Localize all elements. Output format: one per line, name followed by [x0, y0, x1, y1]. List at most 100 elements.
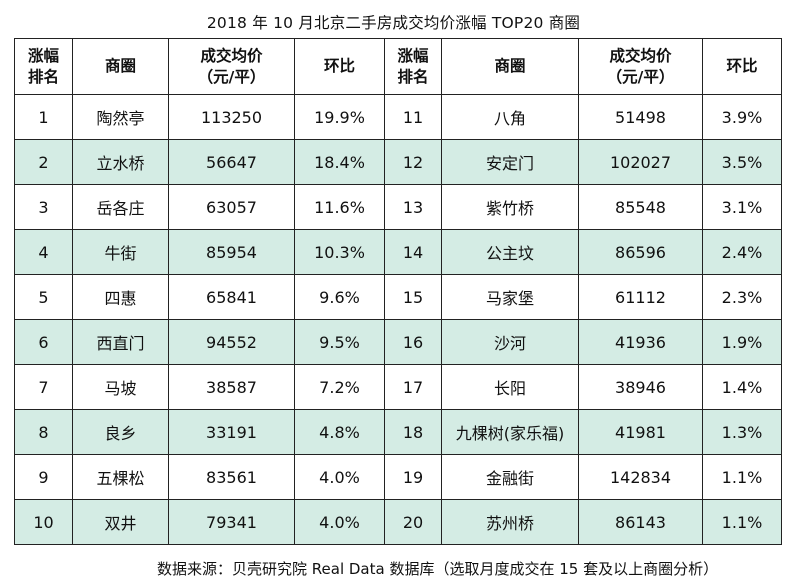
mom-cell: 9.6%	[294, 274, 385, 320]
header-rank-line2: 排名	[397, 67, 429, 86]
rank-cell: 13	[384, 184, 442, 230]
price-cell: 38946	[578, 364, 703, 410]
rank-cell: 6	[14, 319, 73, 365]
area-cell: 八角	[441, 94, 579, 140]
area-cell: 紫竹桥	[441, 184, 579, 230]
price-cell: 79341	[168, 499, 295, 545]
table-row: 6 西直门 94552 9.5% 16 沙河 41936 1.9%	[14, 319, 782, 365]
price-cell: 113250	[168, 94, 295, 140]
table-row: 3 岳各庄 63057 11.6% 13 紫竹桥 85548 3.1%	[14, 184, 782, 230]
area-cell: 金融街	[441, 454, 579, 500]
table-row: 5 四惠 65841 9.6% 15 马家堡 61112 2.3%	[14, 274, 782, 320]
ranking-table: 涨幅 排名 商圈 成交均价 （元/平） 环比 涨幅 排名 商圈 成交均价 （元/…	[14, 38, 782, 545]
price-cell: 142834	[578, 454, 703, 500]
rank-cell: 2	[14, 139, 73, 185]
rank-cell: 17	[384, 364, 442, 410]
header-price-line2: （元/平）	[197, 67, 266, 86]
price-cell: 38587	[168, 364, 295, 410]
table-row: 1 陶然亭 113250 19.9% 11 八角 51498 3.9%	[14, 94, 782, 140]
rank-cell: 4	[14, 229, 73, 275]
mom-cell: 1.1%	[702, 499, 782, 545]
header-mom-left: 环比	[294, 38, 385, 95]
area-cell: 五棵松	[72, 454, 169, 500]
area-cell: 西直门	[72, 319, 169, 365]
mom-cell: 4.8%	[294, 409, 385, 455]
rank-cell: 15	[384, 274, 442, 320]
mom-cell: 1.3%	[702, 409, 782, 455]
area-cell: 长阳	[441, 364, 579, 410]
header-price-line1: 成交均价	[609, 46, 672, 65]
mom-cell: 2.3%	[702, 274, 782, 320]
header-rank-line1: 涨幅	[27, 46, 59, 65]
mom-cell: 10.3%	[294, 229, 385, 275]
rank-cell: 20	[384, 499, 442, 545]
header-price-line1: 成交均价	[200, 46, 263, 65]
rank-cell: 8	[14, 409, 73, 455]
mom-cell: 2.4%	[702, 229, 782, 275]
area-cell: 马坡	[72, 364, 169, 410]
mom-cell: 18.4%	[294, 139, 385, 185]
rank-cell: 5	[14, 274, 73, 320]
rank-cell: 9	[14, 454, 73, 500]
header-rank-line1: 涨幅	[397, 46, 429, 65]
area-cell: 沙河	[441, 319, 579, 365]
table-row: 9 五棵松 83561 4.0% 19 金融街 142834 1.1%	[14, 454, 782, 500]
area-cell: 公主坟	[441, 229, 579, 275]
area-cell: 九棵树(家乐福)	[441, 409, 579, 455]
area-cell: 四惠	[72, 274, 169, 320]
table-row: 2 立水桥 56647 18.4% 12 安定门 102027 3.5%	[14, 139, 782, 185]
price-cell: 94552	[168, 319, 295, 365]
area-cell: 双井	[72, 499, 169, 545]
mom-cell: 3.9%	[702, 94, 782, 140]
rank-cell: 14	[384, 229, 442, 275]
mom-cell: 19.9%	[294, 94, 385, 140]
mom-cell: 1.1%	[702, 454, 782, 500]
area-cell: 立水桥	[72, 139, 169, 185]
area-cell: 马家堡	[441, 274, 579, 320]
price-cell: 41981	[578, 409, 703, 455]
table-row: 4 牛街 85954 10.3% 14 公主坟 86596 2.4%	[14, 229, 782, 275]
rank-cell: 16	[384, 319, 442, 365]
mom-cell: 3.5%	[702, 139, 782, 185]
header-rank-line2: 排名	[27, 67, 59, 86]
header-rank-left: 涨幅 排名	[14, 38, 73, 95]
price-cell: 102027	[578, 139, 703, 185]
table-row: 8 良乡 33191 4.8% 18 九棵树(家乐福) 41981 1.3%	[14, 409, 782, 455]
mom-cell: 1.4%	[702, 364, 782, 410]
price-cell: 86143	[578, 499, 703, 545]
table-row: 7 马坡 38587 7.2% 17 长阳 38946 1.4%	[14, 364, 782, 410]
mom-cell: 4.0%	[294, 499, 385, 545]
price-cell: 65841	[168, 274, 295, 320]
mom-cell: 4.0%	[294, 454, 385, 500]
rank-cell: 1	[14, 94, 73, 140]
price-cell: 61112	[578, 274, 703, 320]
price-cell: 63057	[168, 184, 295, 230]
mom-cell: 7.2%	[294, 364, 385, 410]
area-cell: 岳各庄	[72, 184, 169, 230]
price-cell: 86596	[578, 229, 703, 275]
table-row: 10 双井 79341 4.0% 20 苏州桥 86143 1.1%	[14, 499, 782, 545]
area-cell: 陶然亭	[72, 94, 169, 140]
area-cell: 安定门	[441, 139, 579, 185]
area-cell: 良乡	[72, 409, 169, 455]
mom-cell: 11.6%	[294, 184, 385, 230]
rank-cell: 18	[384, 409, 442, 455]
header-rank-right: 涨幅 排名	[384, 38, 442, 95]
data-source-note: 数据来源：贝壳研究院 Real Data 数据库（选取月度成交在 15 套及以上…	[157, 560, 719, 578]
area-cell: 牛街	[72, 229, 169, 275]
rank-cell: 3	[14, 184, 73, 230]
rank-cell: 7	[14, 364, 73, 410]
table-header-row: 涨幅 排名 商圈 成交均价 （元/平） 环比 涨幅 排名 商圈 成交均价 （元/…	[14, 38, 782, 95]
price-cell: 56647	[168, 139, 295, 185]
header-mom-right: 环比	[702, 38, 782, 95]
price-cell: 51498	[578, 94, 703, 140]
mom-cell: 3.1%	[702, 184, 782, 230]
price-cell: 85548	[578, 184, 703, 230]
header-area-left: 商圈	[72, 38, 169, 95]
header-price-right: 成交均价 （元/平）	[578, 38, 703, 95]
area-cell: 苏州桥	[441, 499, 579, 545]
mom-cell: 9.5%	[294, 319, 385, 365]
mom-cell: 1.9%	[702, 319, 782, 365]
price-cell: 33191	[168, 409, 295, 455]
rank-cell: 11	[384, 94, 442, 140]
